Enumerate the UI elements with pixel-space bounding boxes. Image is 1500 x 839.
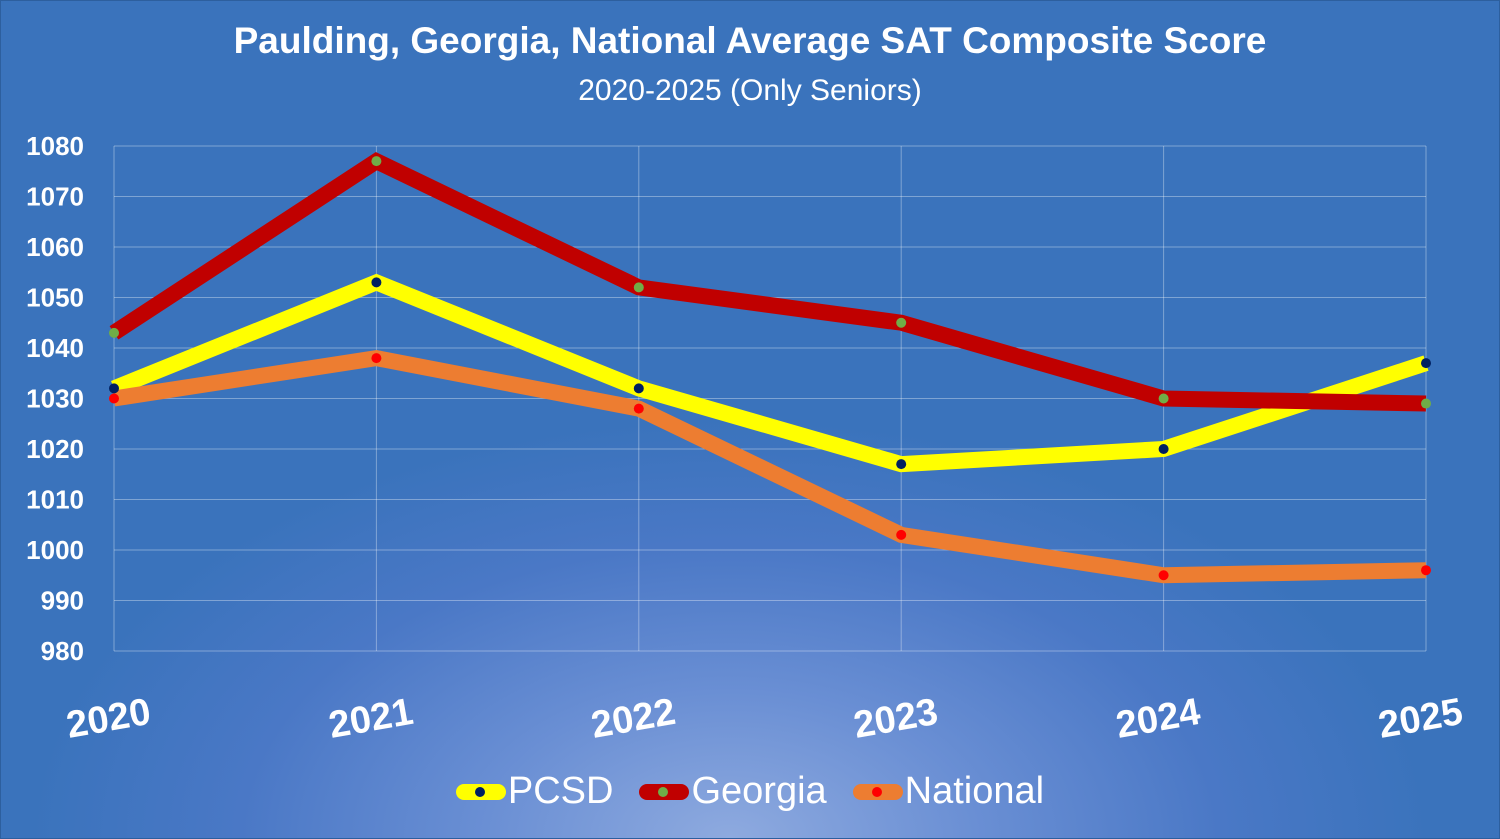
- legend-item-pcsd: PCSD: [455, 770, 614, 813]
- legend: PCSD Georgia National: [0, 770, 1500, 813]
- legend-item-national: National: [852, 770, 1045, 813]
- x-tick-label: 2021: [326, 691, 417, 747]
- legend-label: Georgia: [691, 770, 827, 812]
- y-tick-label: 1040: [26, 333, 84, 363]
- legend-item-georgia: Georgia: [639, 770, 827, 813]
- data-point-georgia: [1158, 393, 1169, 404]
- data-point-pcsd: [371, 277, 382, 288]
- data-point-pcsd: [109, 383, 119, 394]
- data-point-georgia: [896, 317, 907, 328]
- data-point-national: [1421, 565, 1431, 576]
- series-line-georgia: [109, 151, 1427, 412]
- legend-swatch: [852, 783, 903, 800]
- y-tick-label: 1010: [26, 485, 84, 515]
- data-point-georgia: [371, 156, 382, 167]
- y-tick-label: 1050: [26, 283, 84, 313]
- legend-swatch: [455, 783, 506, 800]
- y-tick-label: 1020: [26, 434, 84, 464]
- data-point-pcsd: [896, 459, 907, 470]
- data-point-national: [896, 529, 907, 540]
- data-point-georgia: [633, 282, 644, 293]
- y-tick-label: 980: [41, 636, 84, 666]
- legend-swatch: [639, 783, 690, 800]
- series-line-pcsd: [111, 273, 1429, 473]
- y-tick-label: 1000: [26, 535, 84, 565]
- x-tick-label: 2023: [850, 691, 941, 747]
- y-tick-label: 1070: [26, 182, 84, 212]
- x-tick-label: 2025: [1375, 691, 1466, 747]
- data-point-pcsd: [1421, 358, 1431, 369]
- x-tick-label: 2024: [1113, 691, 1204, 747]
- legend-label: PCSD: [507, 770, 614, 812]
- y-tick-label: 1060: [26, 232, 84, 262]
- y-tick-label: 1030: [26, 384, 84, 414]
- data-point-national: [371, 353, 382, 364]
- data-point-georgia: [109, 327, 119, 338]
- series-line-national: [112, 349, 1427, 584]
- data-point-national: [1158, 570, 1169, 581]
- y-tick-label: 1080: [26, 131, 84, 161]
- chart-title: Paulding, Georgia, National Average SAT …: [233, 20, 1267, 61]
- y-tick-label: 990: [41, 586, 84, 616]
- x-tick-label: 2022: [588, 691, 679, 747]
- legend-label: National: [904, 770, 1045, 812]
- data-point-pcsd: [1158, 444, 1169, 454]
- data-point-georgia: [1421, 398, 1431, 409]
- chart-subtitle: 2020-2025 (Only Seniors): [578, 74, 922, 107]
- x-tick-label: 2020: [63, 691, 154, 747]
- data-point-pcsd: [633, 383, 644, 394]
- data-point-national: [109, 393, 119, 404]
- data-point-national: [633, 403, 644, 414]
